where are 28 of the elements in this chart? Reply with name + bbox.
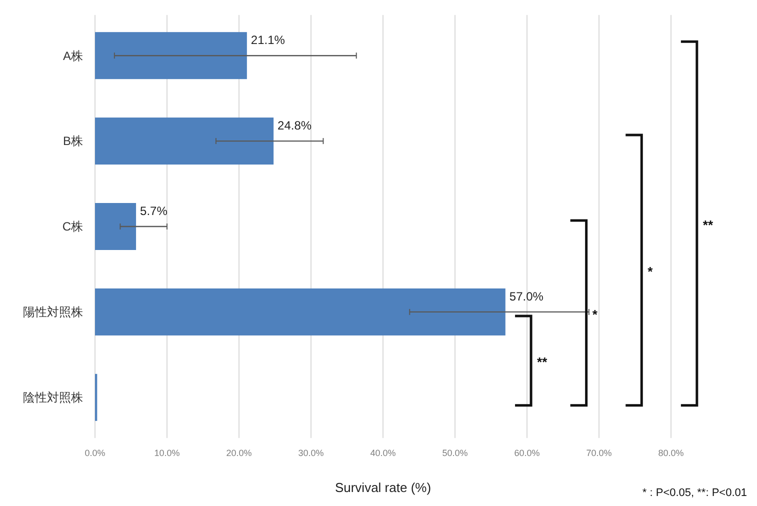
x-tick-label: 20.0% [226, 448, 252, 458]
x-tick-label: 30.0% [298, 448, 324, 458]
y-tick-label: A株 [62, 48, 83, 63]
x-axis-title: Survival rate (%) [334, 480, 432, 495]
bar [95, 118, 274, 165]
text: ** [702, 218, 714, 232]
x-tick-label: 70.0% [586, 448, 612, 458]
y-tick-label: B株 [62, 134, 83, 148]
annotation: ** [537, 354, 548, 370]
x-tick-label: 40.0% [370, 448, 396, 458]
x-tick-label: 80.0% [658, 448, 684, 458]
bar [95, 203, 136, 250]
x-tick-label: 60.0% [514, 448, 540, 458]
y-tick-label: C株 [62, 220, 83, 234]
data-label: 21.1% [250, 33, 286, 48]
data-label: 24.8% [278, 118, 312, 133]
x-tick-label: 10.0% [154, 448, 180, 458]
y-tick-label: 陰性対照株 [23, 390, 83, 405]
data-label: 5.7% [140, 204, 168, 218]
x-tick-label: 50.0% [442, 448, 468, 458]
x-tick-label: 0.0% [84, 448, 106, 458]
y-tick-label: 陽性対照株 [23, 305, 83, 320]
annotation: * [592, 306, 598, 322]
text: * : P<0.05, **: P<0.01 [642, 487, 747, 499]
annotation: * [648, 264, 654, 280]
data-label: 57.0% [509, 289, 544, 304]
bar [95, 32, 247, 80]
bar [95, 288, 506, 336]
